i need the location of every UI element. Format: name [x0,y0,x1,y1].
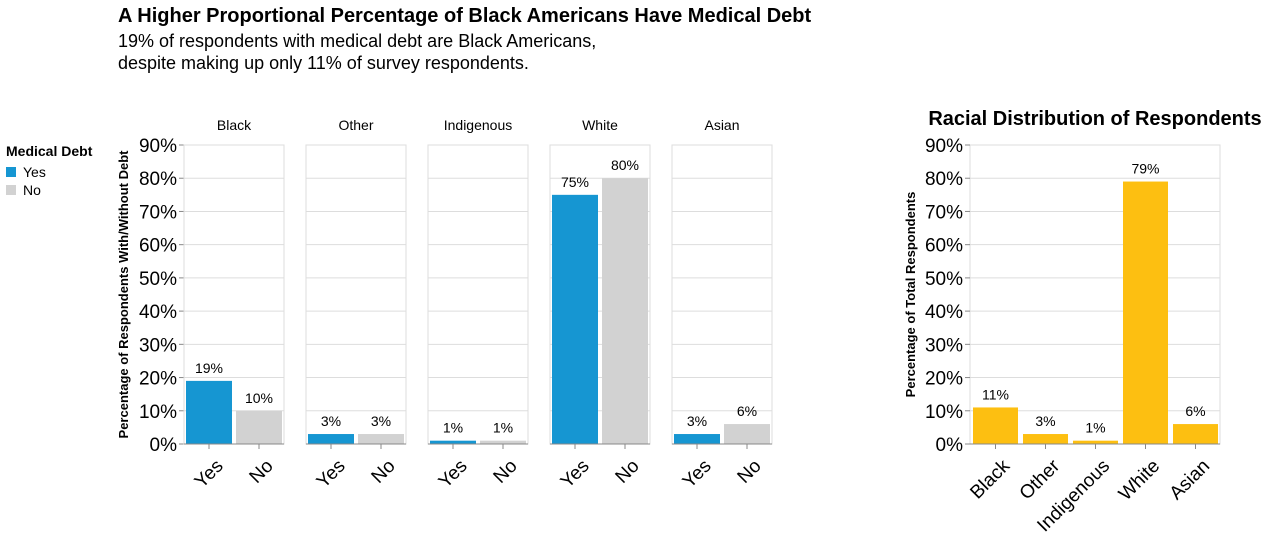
data-label: 1% [443,420,463,436]
data-label: 6% [737,403,757,419]
data-label: 75% [561,174,589,190]
x-tick-label: Yes [435,456,472,493]
y-tick-label: 80% [925,169,963,190]
x-tick-label: Yes [313,456,350,493]
y-tick-label: 50% [139,269,177,290]
chart-subtitle-line-2: despite making up only 11% of survey res… [118,53,529,73]
facet-header-white: White [582,117,618,133]
data-label: 11% [982,386,1009,402]
bar-indigenous-no [480,440,526,444]
y-tick-label: 20% [139,369,177,390]
bar-asian-no [724,424,770,444]
chart-subtitle-line-1: 19% of respondents with medical debt are… [118,31,597,51]
x-tick-label: White [1115,456,1164,505]
y-axis-title-2: Percentage of Total Respondents [903,192,918,398]
facet-header-asian: Asian [704,117,739,133]
facet-header-other: Other [338,117,373,133]
legend-swatch-no [6,185,16,195]
x-tick-label: Yes [679,456,716,493]
data-label: 1% [1085,420,1105,436]
x-tick-label: Yes [191,456,228,493]
y-tick-label: 60% [925,236,963,257]
bar-distribution-other [1023,434,1068,444]
y-tick-label: 40% [139,302,177,323]
data-label: 79% [1131,161,1159,177]
y-tick-label: 70% [925,202,963,223]
legend-label-no: No [23,182,41,198]
bar-distribution-black [973,407,1018,444]
legend-swatch-yes [6,167,16,177]
bar-black-yes [186,380,232,444]
y-tick-label: 90% [139,136,177,157]
data-label: 3% [1035,413,1055,429]
y-tick-label: 10% [139,402,177,423]
legend-item-no[interactable]: No [6,181,92,199]
y-tick-label: 30% [925,335,963,356]
legend-title: Medical Debt [6,143,93,159]
y-tick-label: 10% [925,402,963,423]
y-tick-label: 0% [936,435,964,456]
facet-panel [305,144,407,445]
y-axis-title: Percentage of Respondents With/Without D… [116,150,131,439]
y-tick-label: 90% [925,136,963,157]
y-tick-label: 0% [150,435,178,456]
y-tick-label: 60% [139,236,177,257]
data-label: 6% [1185,403,1205,419]
facet-panel [671,144,773,445]
y-tick-label: 70% [139,202,177,223]
bar-white-yes [552,194,598,444]
bar-distribution-indigenous [1073,440,1118,444]
x-tick-label: No [246,456,278,488]
bar-indigenous-yes [430,440,476,444]
legend-item-yes[interactable]: Yes [6,163,92,181]
bar-distribution-white [1123,181,1168,445]
x-tick-label: No [612,456,644,488]
bar-other-no [358,434,404,444]
chart-2-title: Racial Distribution of Respondents [928,108,1261,130]
bar-asian-yes [674,434,720,444]
chart-title: A Higher Proportional Percentage of Blac… [118,5,812,27]
x-tick-label: Asian [1166,456,1214,504]
y-tick-label: 50% [925,269,963,290]
data-label: 1% [493,420,513,436]
bar-white-no [602,178,648,444]
x-tick-label: Black [966,455,1014,503]
data-label: 3% [371,413,391,429]
facet-header-indigenous: Indigenous [444,117,513,133]
data-label: 3% [687,413,707,429]
bar-black-no [236,410,282,444]
legend-label-yes: Yes [23,164,46,180]
data-label: 19% [195,360,223,376]
facet-header-black: Black [217,117,252,133]
bar-other-yes [308,434,354,444]
x-tick-label: No [734,456,766,488]
data-label: 80% [611,157,639,173]
y-tick-label: 30% [139,335,177,356]
facet-panel [427,144,529,445]
y-tick-label: 20% [925,369,963,390]
x-tick-label: No [490,456,522,488]
data-label: 10% [245,390,273,406]
x-tick-label: No [368,456,400,488]
y-tick-label: 40% [925,302,963,323]
legend: Medical Debt Yes No [6,143,92,199]
y-tick-label: 80% [139,169,177,190]
data-label: 3% [321,413,341,429]
bar-distribution-asian [1173,424,1218,444]
x-tick-label: Yes [557,456,594,493]
